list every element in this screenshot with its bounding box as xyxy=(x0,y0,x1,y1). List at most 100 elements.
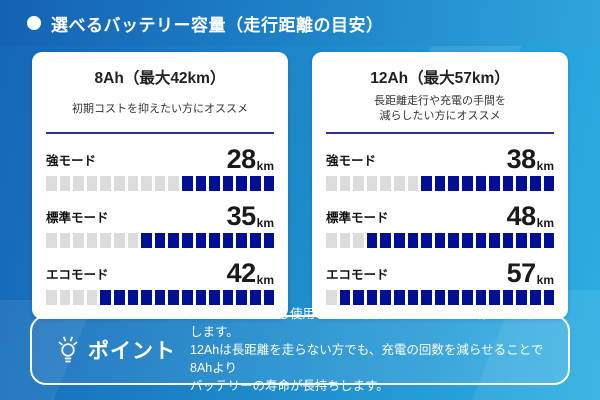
bar-segment-filled xyxy=(407,233,419,248)
bar-segment-filled xyxy=(209,290,220,305)
bar-segment-filled xyxy=(529,176,541,191)
bar-segment-filled xyxy=(222,233,234,248)
bar-segment-filled xyxy=(461,233,473,248)
bar-segment-filled xyxy=(461,290,473,305)
bar-segment-filled xyxy=(263,233,275,248)
battery-card-8ah: 8Ah（最大42km） 初期コストを抑えたい方にオススメ 強モード 28 km … xyxy=(32,52,288,319)
mode-row-eco: エコモード 42 km xyxy=(46,257,275,305)
bar-segment-empty xyxy=(86,290,98,305)
bar-segment-filled xyxy=(100,290,111,305)
distance-unit: km xyxy=(256,159,274,173)
bar-segment-filled xyxy=(380,233,391,248)
bar-segment-filled xyxy=(421,290,432,305)
bar-segment-empty xyxy=(86,233,98,248)
bar-segment-empty xyxy=(380,176,391,191)
bar-segment-empty xyxy=(127,233,139,248)
mode-row-standard: 標準モード 48 km xyxy=(326,200,555,248)
bar-segment-filled xyxy=(195,290,207,305)
bar-segment-empty xyxy=(86,176,98,191)
bar-segment-filled xyxy=(489,290,500,305)
bar-segment-filled xyxy=(263,176,275,191)
bar-segment-empty xyxy=(168,176,179,191)
bar-segment-filled xyxy=(393,233,405,248)
bar-segment-empty xyxy=(100,233,111,248)
distance-unit: km xyxy=(536,273,554,287)
bar-segment-filled xyxy=(154,290,166,305)
bar-segment-filled xyxy=(529,290,541,305)
point-text: 充電池は繰り返し使用し、充電回数を重ねることで徐々に劣化します。 12Ahは長距… xyxy=(190,306,544,394)
mode-label: エコモード xyxy=(326,268,389,282)
bar-segment-empty xyxy=(366,176,378,191)
bar-segment-empty xyxy=(59,233,71,248)
bar-segment-empty xyxy=(393,176,405,191)
distance-value: 57 km xyxy=(506,258,554,288)
distance-unit: km xyxy=(256,273,274,287)
bar-segment-empty xyxy=(73,176,84,191)
bar-segment-empty xyxy=(326,290,337,305)
bar-segment-filled xyxy=(489,233,500,248)
distance-value: 42 km xyxy=(226,258,274,288)
bar-segment-filled xyxy=(222,176,234,191)
mode-row-eco: エコモード 57 km xyxy=(326,257,555,305)
mode-row-standard: 標準モード 35 km xyxy=(46,200,275,248)
bar-segment-filled xyxy=(543,176,555,191)
bar-segment-empty xyxy=(113,176,125,191)
bar-segment-empty xyxy=(46,233,57,248)
bar-segment-filled xyxy=(543,290,555,305)
mode-label: エコモード xyxy=(46,268,109,282)
mode-label: 標準モード xyxy=(326,211,389,225)
point-heading: ポイント xyxy=(56,335,176,365)
distance-unit: km xyxy=(536,216,554,230)
bar-segment-empty xyxy=(73,233,84,248)
mode-label: 強モード xyxy=(326,154,377,168)
distance-value: 28 km xyxy=(226,144,274,174)
bar-segment-filled xyxy=(181,176,193,191)
segment-bar xyxy=(46,176,275,191)
bar-segment-filled xyxy=(434,290,446,305)
bar-segment-empty xyxy=(46,176,57,191)
bar-segment-filled xyxy=(209,176,220,191)
segment-bar xyxy=(326,290,555,305)
bar-segment-filled xyxy=(168,233,179,248)
bar-segment-filled xyxy=(366,233,378,248)
bar-segment-empty xyxy=(59,176,71,191)
mode-row-strong: 強モード 28 km xyxy=(46,143,275,191)
bar-segment-empty xyxy=(339,176,351,191)
bar-segment-filled xyxy=(339,290,351,305)
mode-label: 強モード xyxy=(46,154,97,168)
bar-segment-filled xyxy=(168,290,179,305)
bar-segment-filled xyxy=(448,290,459,305)
bar-segment-filled xyxy=(141,233,152,248)
bar-segment-filled xyxy=(529,233,541,248)
card-divider xyxy=(46,132,274,134)
bar-segment-filled xyxy=(366,290,378,305)
bar-segment-filled xyxy=(181,233,193,248)
bar-segment-filled xyxy=(475,233,487,248)
point-label: ポイント xyxy=(88,340,176,363)
bar-segment-filled xyxy=(434,233,446,248)
bar-segment-empty xyxy=(353,176,364,191)
bar-segment-filled xyxy=(236,290,247,305)
bar-segment-filled xyxy=(448,176,459,191)
mode-label: 標準モード xyxy=(46,211,109,225)
card-title: 12Ah（最大57km） xyxy=(370,70,510,87)
bar-segment-empty xyxy=(326,233,337,248)
distance-unit: km xyxy=(536,159,554,173)
segment-bar xyxy=(326,176,555,191)
bar-segment-filled xyxy=(195,176,207,191)
bar-segment-filled xyxy=(516,176,527,191)
mode-row-strong: 強モード 38 km xyxy=(326,143,555,191)
distance-value: 35 km xyxy=(226,201,274,231)
battery-card-12ah: 12Ah（最大57km） 長距離走行や充電の手間を 減らしたい方にオススメ 強モ… xyxy=(312,52,568,319)
bar-segment-empty xyxy=(407,176,419,191)
bar-segment-filled xyxy=(236,233,247,248)
bar-segment-filled xyxy=(154,233,166,248)
bar-segment-empty xyxy=(154,176,166,191)
bar-segment-empty xyxy=(353,233,364,248)
bar-segment-filled xyxy=(434,176,446,191)
card-subtitle: 初期コストを抑えたい方にオススメ xyxy=(72,102,248,115)
bar-segment-filled xyxy=(195,233,207,248)
bar-segment-filled xyxy=(263,290,275,305)
bar-segment-filled xyxy=(209,233,220,248)
